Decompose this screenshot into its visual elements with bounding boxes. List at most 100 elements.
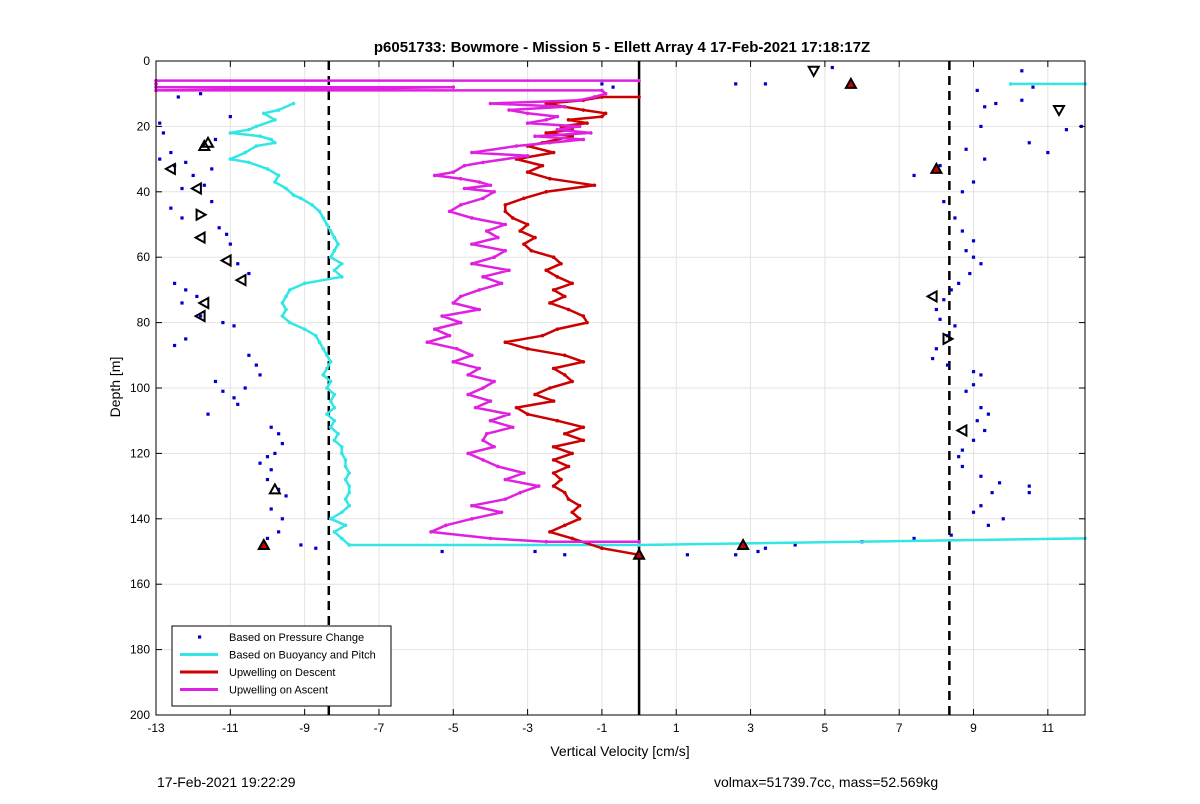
- y-axis-label: Depth [m]: [107, 357, 123, 418]
- based-on-pressure-change-point: [964, 389, 968, 393]
- based-on-pressure-change-point: [232, 324, 236, 328]
- based-on-buoyancy-and-pitch-point: [280, 314, 285, 318]
- based-on-pressure-change-point: [1046, 150, 1050, 155]
- upwelling-on-ascent-point: [577, 124, 582, 129]
- based-on-pressure-change-point: [280, 441, 284, 446]
- based-on-buoyancy-and-pitch-point: [321, 346, 326, 351]
- based-on-pressure-change-point: [960, 229, 964, 233]
- upwelling-on-ascent-point: [577, 98, 582, 103]
- upwelling-on-ascent-point: [466, 451, 470, 456]
- based-on-buoyancy-and-pitch-point: [347, 484, 352, 488]
- based-on-pressure-change-point: [912, 536, 916, 541]
- upwelling-on-ascent-point: [470, 503, 474, 508]
- based-on-pressure-change-point: [953, 324, 957, 328]
- based-on-buoyancy-and-pitch-point: [328, 360, 333, 364]
- triangle-up-marker: [197, 138, 211, 151]
- y-tick-label: 180: [130, 643, 150, 657]
- upwelling-on-ascent-point: [451, 85, 456, 89]
- upwelling-on-ascent-point: [458, 294, 463, 299]
- upwelling-on-ascent-point: [470, 353, 474, 358]
- upwelling-on-ascent-point: [507, 412, 511, 416]
- based-on-buoyancy-and-pitch-point: [340, 536, 344, 541]
- reference-lines: [327, 61, 951, 715]
- based-on-pressure-change-point: [273, 451, 277, 455]
- based-on-pressure-change-point: [934, 307, 938, 312]
- x-tick-label: 9: [970, 721, 977, 735]
- upwelling-on-ascent-point: [544, 539, 548, 544]
- upwelling-on-descent-point: [637, 95, 641, 99]
- x-tick-label: -3: [522, 721, 533, 735]
- upwelling-on-descent-point: [562, 353, 567, 358]
- based-on-buoyancy-and-pitch-point: [291, 101, 296, 106]
- upwelling-on-ascent-point: [481, 160, 485, 165]
- footer-summary: volmax=51739.7cc, mass=52.569kg: [714, 774, 939, 790]
- upwelling-on-descent-point: [570, 510, 574, 515]
- based-on-buoyancy-and-pitch-point: [340, 451, 344, 456]
- triangle-up-marker: [632, 547, 646, 560]
- upwelling-on-descent-point: [562, 294, 567, 299]
- based-on-pressure-change-point: [1027, 141, 1031, 145]
- based-on-buoyancy-and-pitch-point: [310, 203, 314, 207]
- triangle-up-marker: [257, 537, 271, 550]
- grid: [155, 60, 1085, 716]
- triangle-up-marker: [844, 76, 858, 89]
- based-on-pressure-change-point: [983, 428, 987, 433]
- upwelling-on-ascent-point: [492, 255, 496, 259]
- triangle-left-marker: [219, 253, 232, 268]
- upwelling-on-ascent-point: [507, 108, 511, 112]
- based-on-pressure-change-point: [1027, 491, 1031, 495]
- based-on-pressure-change-point: [931, 356, 935, 361]
- based-on-pressure-change-point: [971, 383, 976, 387]
- based-on-buoyancy-and-pitch-point: [325, 222, 329, 227]
- x-tick-label: 7: [896, 721, 903, 735]
- upwelling-on-ascent-point: [451, 301, 456, 305]
- based-on-buoyancy-and-pitch-point: [317, 340, 322, 345]
- based-on-buoyancy-and-pitch-point: [332, 268, 337, 273]
- triangle-left-marker: [925, 289, 938, 304]
- upwelling-on-ascent-point: [562, 104, 567, 109]
- upwelling-on-descent-line: [504, 95, 640, 557]
- based-on-buoyancy-and-pitch-point: [340, 261, 344, 266]
- based-on-pressure-change-point: [202, 183, 206, 187]
- upwelling-on-descent-point: [562, 431, 567, 436]
- y-tick-label: 200: [130, 708, 150, 722]
- based-on-buoyancy-and-pitch-point: [343, 464, 348, 469]
- based-on-buoyancy-and-pitch-point: [343, 477, 348, 482]
- upwelling-on-descent-point: [581, 360, 586, 364]
- upwelling-on-ascent-point: [451, 360, 456, 364]
- based-on-pressure-change-point: [217, 226, 221, 230]
- upwelling-on-descent-point: [555, 327, 560, 331]
- upwelling-on-descent-point: [540, 163, 545, 168]
- x-tick-label: 1: [673, 721, 680, 735]
- based-on-pressure-change-point: [986, 412, 990, 416]
- triangle-left-marker: [234, 273, 247, 287]
- based-on-pressure-change-point: [440, 549, 444, 554]
- based-on-pressure-change-point: [299, 543, 303, 547]
- based-on-pressure-change-point: [172, 343, 177, 348]
- upwelling-on-descent-point: [566, 307, 571, 312]
- y-tick-label: 120: [130, 446, 150, 460]
- based-on-buoyancy-and-pitch-point: [332, 530, 337, 534]
- based-on-pressure-change-point: [1064, 128, 1069, 132]
- upwelling-on-ascent-point: [477, 288, 482, 292]
- based-on-pressure-change-point: [971, 239, 976, 243]
- based-on-pressure-change-point: [161, 131, 166, 135]
- upwelling-on-ascent-point: [470, 216, 474, 220]
- upwelling-on-descent-point: [581, 314, 586, 318]
- based-on-pressure-change-point: [1031, 85, 1035, 89]
- upwelling-on-descent-point: [551, 255, 556, 259]
- based-on-buoyancy-and-pitch-point: [284, 186, 288, 191]
- upwelling-on-ascent-point: [470, 150, 474, 155]
- upwelling-on-descent-point: [600, 114, 604, 119]
- based-on-pressure-change-point: [533, 549, 537, 554]
- upwelling-on-descent-point: [566, 497, 571, 501]
- based-on-buoyancy-and-pitch-point: [347, 490, 352, 495]
- based-on-buoyancy-and-pitch-point: [332, 438, 337, 443]
- upwelling-on-descent-point: [510, 216, 515, 220]
- based-on-pressure-change-point: [1020, 69, 1024, 73]
- based-on-pressure-change-point: [938, 317, 942, 321]
- based-on-pressure-change-point: [934, 347, 938, 351]
- based-on-pressure-change-point: [971, 180, 976, 184]
- upwelling-on-descent-point: [525, 222, 530, 227]
